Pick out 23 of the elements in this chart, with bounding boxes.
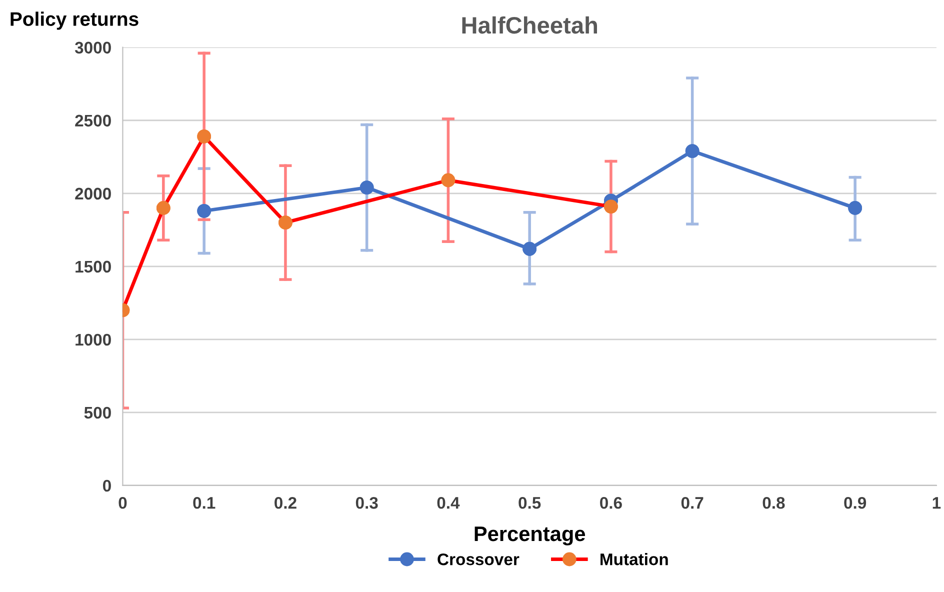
y-tick-label: 1000 [76, 334, 111, 346]
y-tick-label: 1500 [76, 260, 111, 273]
y-axis-title: Policy returns [10, 12, 138, 30]
x-axis-title: Percentage [474, 526, 586, 546]
y-tick-label: 500 [84, 406, 111, 419]
x-tick-label: 0.5 [518, 496, 541, 509]
x-tick-label: 0.2 [274, 496, 296, 509]
y-tick-label: 2500 [75, 114, 111, 127]
x-tick-label: 0.6 [600, 496, 622, 509]
legend-label: Crossover [438, 553, 520, 566]
x-tick-label: 0.3 [356, 496, 378, 509]
chart-title: HalfCheetah [462, 16, 598, 34]
y-tick-label: 2000 [75, 188, 111, 200]
legend-label: Mutation [600, 553, 668, 566]
x-tick-label: 0.8 [762, 496, 785, 509]
y-tick-label: 3000 [74, 42, 111, 54]
x-tick-label: 0.4 [437, 496, 460, 509]
x-tick-label: 0.7 [681, 496, 704, 509]
x-tick-label: 0.9 [844, 496, 866, 509]
y-tick-label: 0 [103, 480, 111, 492]
x-tick-label: 0 [118, 496, 127, 509]
x-tick-label: 0.1 [193, 496, 216, 509]
x-tick-label: 1 [932, 497, 941, 509]
